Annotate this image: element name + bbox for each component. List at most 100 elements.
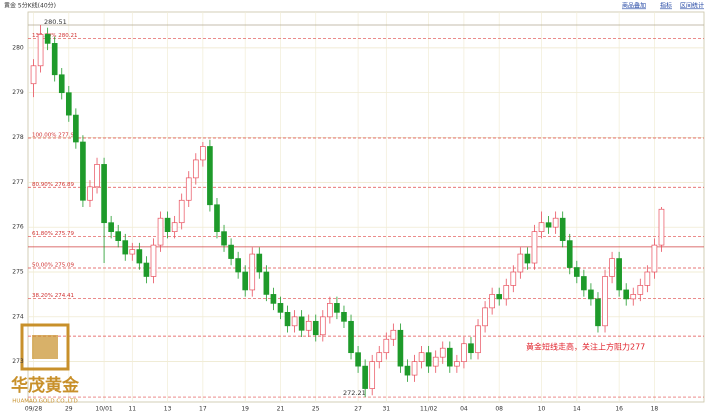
toolbar-button[interactable]: 区间统计	[680, 2, 704, 10]
candle-body	[524, 253, 531, 264]
candle-body	[383, 338, 390, 354]
candle-body	[341, 311, 347, 322]
x-tick-label: 04	[460, 406, 468, 413]
candle-body	[503, 285, 510, 300]
candle-body	[319, 316, 326, 336]
candle-body	[334, 303, 340, 313]
candle-body	[545, 222, 552, 228]
y-tick-label: 278	[12, 134, 24, 141]
candle-body	[87, 186, 93, 201]
candle-body	[552, 217, 559, 228]
candle-body	[284, 311, 291, 327]
candle-body	[390, 329, 397, 340]
candle-body	[468, 343, 474, 354]
candle-body	[115, 231, 122, 241]
candle-body	[228, 244, 234, 259]
candle-body	[644, 271, 651, 286]
candle-body	[256, 253, 263, 273]
candle-body	[30, 65, 37, 85]
logo-icon	[32, 335, 58, 359]
y-tick-label: 277	[12, 179, 24, 186]
candle-body	[531, 231, 538, 264]
y-tick-label: 275	[12, 269, 24, 276]
fib-label: 38.20% 274.41	[32, 293, 74, 299]
candle-body	[185, 177, 192, 201]
candle-body	[637, 285, 644, 295]
candle-body	[510, 271, 517, 286]
candle-body	[461, 343, 467, 363]
candle-body	[249, 253, 256, 291]
candle-body	[298, 316, 305, 331]
candle-body	[602, 276, 608, 327]
candle-body	[588, 289, 594, 300]
candle-body	[404, 365, 411, 376]
candle-body	[595, 298, 601, 327]
candle-body	[630, 294, 637, 300]
plot-frame	[27, 11, 705, 403]
x-tick-label: 08	[495, 406, 503, 413]
x-tick-label: 17	[199, 406, 207, 413]
chart-title: 黄金 5分K线(40分)	[4, 2, 56, 10]
candle-body	[101, 164, 107, 224]
toolbar-button[interactable]: 指标	[660, 2, 672, 10]
x-tick-label: 27	[354, 406, 362, 413]
y-tick-label: 279	[12, 89, 24, 96]
candle-body	[80, 141, 86, 201]
candle-body	[164, 217, 171, 233]
candle-body	[573, 267, 580, 277]
candle-body	[178, 199, 185, 224]
candle-body	[136, 249, 143, 264]
x-tick-label: 10/01	[95, 406, 112, 413]
candle-body	[397, 329, 404, 367]
candle-body	[221, 231, 227, 246]
x-tick-label: 16	[615, 406, 623, 413]
candle-body	[496, 294, 503, 300]
candle-body	[439, 347, 446, 358]
candle-body	[327, 303, 333, 318]
low-label: 272.21	[343, 389, 366, 397]
x-tick-label: 31	[382, 406, 390, 413]
annotation: 黄金短线走高，关注上方阻力277	[526, 342, 645, 352]
x-tick-label: 14	[573, 406, 581, 413]
candle-body	[291, 316, 298, 327]
logo-icon	[20, 323, 70, 371]
candle-body	[108, 222, 114, 233]
candle-body	[129, 249, 136, 255]
candle-body	[150, 244, 157, 277]
candle-body	[143, 262, 150, 277]
candle-body	[171, 222, 178, 233]
candle-body	[348, 320, 354, 354]
candle-body	[270, 294, 277, 304]
candle-body	[432, 356, 439, 367]
candle-body	[305, 320, 312, 331]
y-tick-label: 274	[12, 313, 24, 320]
candle-body	[65, 92, 72, 116]
candle-body	[73, 114, 79, 143]
candle-body	[37, 34, 44, 67]
candle-body	[235, 258, 241, 273]
candle-body	[489, 294, 495, 309]
candle-body	[312, 320, 319, 336]
candle-body	[277, 303, 284, 313]
candle-body	[369, 361, 376, 389]
x-tick-label: 11	[128, 406, 136, 413]
candle-body	[482, 307, 488, 327]
candle-body	[475, 325, 481, 354]
candle-body	[362, 365, 368, 389]
x-tick-label: 18	[651, 406, 659, 413]
x-tick-label: 29	[65, 406, 73, 413]
logo-sub: HUAMAO GOLD CO.,LTD	[12, 399, 77, 405]
candle-body	[566, 240, 573, 268]
toolbar-button[interactable]: 商品叠加	[622, 2, 646, 10]
candle-body	[446, 347, 453, 367]
candle-body	[559, 217, 566, 241]
candle-body	[418, 352, 425, 363]
candle-body	[44, 34, 51, 44]
candle-body	[214, 204, 220, 233]
candle-body	[355, 352, 361, 367]
candle-body	[411, 361, 418, 376]
x-tick-label: 25	[312, 406, 320, 413]
candle-body	[658, 208, 665, 246]
candle-body	[538, 222, 545, 233]
